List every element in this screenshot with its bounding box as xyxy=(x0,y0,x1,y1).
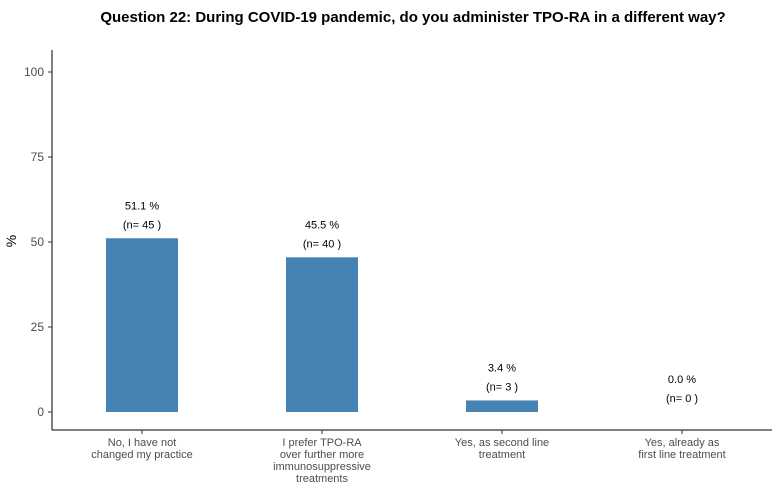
data-labels: 51.1 % (n= 45 ) 45.5 % (n= 40 ) 3.4 % (n= 3 )… xyxy=(123,200,698,405)
y-tick-label: 100 xyxy=(24,65,44,79)
chart-title: Question 22: During COVID-19 pandemic, d… xyxy=(100,9,725,26)
count-label: (n= 40 ) xyxy=(303,238,341,250)
bar xyxy=(106,238,178,412)
bar xyxy=(286,257,358,412)
bar xyxy=(466,400,538,412)
count-label: (n= 3 ) xyxy=(486,381,518,393)
y-tick-label: 75 xyxy=(31,150,45,164)
axes xyxy=(51,50,772,431)
bars xyxy=(106,238,538,412)
y-tick-label: 25 xyxy=(31,320,45,334)
y-tick-label: 50 xyxy=(31,235,45,249)
percent-label: 0.0 % xyxy=(668,374,696,386)
y-tick-label: 0 xyxy=(37,405,44,419)
percent-label: 51.1 % xyxy=(125,200,159,212)
x-tick-label: I prefer TPO-RA over further more immunosu… xyxy=(273,437,371,485)
y-axis-label: % xyxy=(3,235,19,247)
x-tick-label: Yes, already as first line treatment xyxy=(638,437,725,461)
percent-label: 3.4 % xyxy=(488,362,516,374)
x-ticks: No, I have not changed my practice I prefe… xyxy=(91,430,726,485)
count-label: (n= 45 ) xyxy=(123,219,161,231)
x-tick-label: Yes, as second line treatment xyxy=(455,437,549,461)
y-ticks: 0 25 50 75 100 xyxy=(24,65,52,419)
x-tick-label: No, I have not changed my practice xyxy=(91,437,193,461)
percent-label: 45.5 % xyxy=(305,219,339,231)
count-label: (n= 0 ) xyxy=(666,393,698,405)
